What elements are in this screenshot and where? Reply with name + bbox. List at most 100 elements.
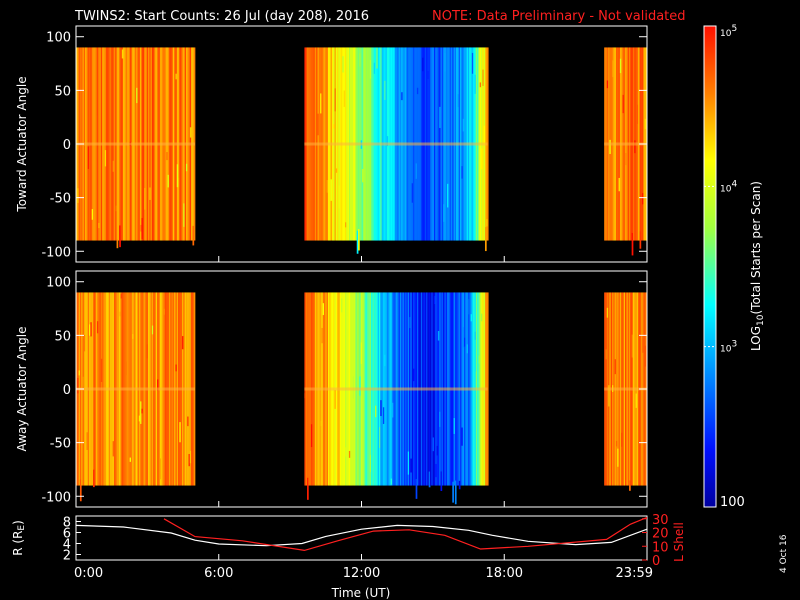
heatmap-cell (338, 185, 341, 209)
heatmap-cell (462, 118, 465, 132)
heatmap-cell (120, 293, 123, 299)
heatmap-cell (415, 478, 418, 499)
x-tick-label: 6:00 (204, 566, 233, 581)
heatmap-cell (440, 471, 443, 491)
heatmap-cell (447, 183, 449, 208)
heatmap-cell (112, 160, 115, 172)
heatmap-cell (132, 334, 134, 339)
y-tick-label: -50 (50, 437, 71, 452)
heatmap-cell (461, 427, 464, 446)
zero-angle-band (76, 387, 195, 391)
heatmap-cell (140, 401, 142, 424)
heatmap-cell (83, 334, 86, 352)
heatmap-cell (639, 231, 642, 249)
heatmap-cell (629, 480, 631, 491)
heatmap-cell (437, 331, 440, 341)
heatmap-cell (444, 52, 447, 72)
heatmap-cell (411, 183, 414, 203)
colorbar-label: LOG10(Total Starts per Scan) (749, 181, 766, 351)
y-axis-label-lshell: L Shell (672, 522, 686, 562)
heatmap-cell (77, 188, 80, 203)
zero-angle-band (76, 142, 195, 146)
heatmap-cell (481, 313, 483, 322)
heatmap-cell (609, 139, 612, 155)
heatmap-cell (644, 345, 647, 367)
heatmap-cell (380, 400, 383, 417)
heatmap-cell (359, 376, 362, 396)
heatmap-cell (464, 337, 466, 347)
heatmap-cell (136, 87, 138, 104)
x-tick-label: 12:00 (343, 566, 380, 581)
heatmap-cell (163, 308, 166, 315)
heatmap-cell (482, 69, 485, 86)
heatmap-cell (401, 92, 403, 101)
heatmap-cell (358, 229, 360, 251)
heatmap-cell (333, 124, 335, 129)
heatmap-cell (642, 336, 644, 353)
heatmap-cell (159, 458, 162, 480)
heatmap-cell (187, 416, 189, 427)
heatmap-cell (89, 324, 91, 336)
heatmap-cell (382, 407, 385, 424)
date-stamp: 4 Oct 16 (779, 534, 789, 573)
heatmap-cell (386, 136, 389, 147)
heatmap-cell (461, 166, 464, 179)
heatmap-cell (373, 62, 376, 74)
heatmap-cell (185, 163, 188, 172)
heatmap-cell (484, 227, 487, 252)
heatmap-cell (192, 225, 195, 246)
heatmap-cell (478, 355, 481, 364)
heatmap-cell (619, 58, 622, 74)
y-tick-label-right: 0 (652, 554, 660, 569)
heatmap-cell (121, 49, 124, 59)
y-tick-label: 2 (63, 549, 71, 564)
y-tick-label: 50 (54, 329, 71, 344)
heatmap-cell (347, 316, 350, 329)
heatmap-cell (439, 106, 441, 128)
heatmap-cell (181, 336, 184, 350)
heatmap-cell (157, 379, 159, 391)
heatmap-cell (188, 453, 191, 467)
heatmap-cell (474, 74, 477, 94)
heatmap-cell (87, 146, 90, 169)
heatmap-cell (481, 148, 483, 170)
heatmap-cell (343, 90, 346, 107)
y-tick-label: -50 (50, 192, 71, 207)
heatmap-cell (116, 239, 119, 249)
heatmap-cell (407, 451, 410, 475)
heatmap-cell (631, 334, 634, 358)
heatmap-cell (344, 222, 347, 228)
heatmap-cell (352, 376, 355, 399)
x-tick-label: 23:59 (616, 566, 653, 581)
heatmap-cell (344, 447, 347, 457)
y-tick-label: -100 (41, 490, 71, 505)
colorbar-tick-label: 100 (720, 495, 745, 510)
heatmap-cell (348, 450, 351, 458)
heatmap-cell (617, 448, 619, 467)
heatmap-cell (644, 118, 647, 130)
heatmap-cell (112, 441, 115, 457)
heatmap-cell (471, 52, 474, 74)
heatmap-cell (634, 140, 636, 154)
y-tick-label-right: 30 (652, 513, 669, 528)
heatmap-cell (179, 422, 182, 443)
x-axis-label: Time (UT) (331, 586, 391, 600)
heatmap-cell (307, 477, 309, 500)
heatmap-cell (409, 317, 411, 329)
heatmap-cell (79, 479, 82, 502)
colorbar-tick-label: 104 (720, 179, 737, 194)
heatmap-cell (144, 187, 146, 210)
heatmap-cell (608, 385, 610, 407)
heatmap-cell (470, 314, 473, 322)
heatmap-cell (96, 100, 99, 116)
series-line-lshell (163, 516, 648, 552)
zero-angle-band (304, 142, 488, 146)
y-axis-label-toward: Toward Actuator Angle (15, 76, 29, 212)
colorbar-tick-label: 105 (720, 24, 737, 39)
y-tick-label: 0 (63, 138, 71, 153)
heatmap-cell (466, 344, 469, 354)
heatmap-cell (384, 354, 386, 367)
heatmap-cell (91, 209, 94, 220)
heatmap-cell (443, 204, 445, 222)
